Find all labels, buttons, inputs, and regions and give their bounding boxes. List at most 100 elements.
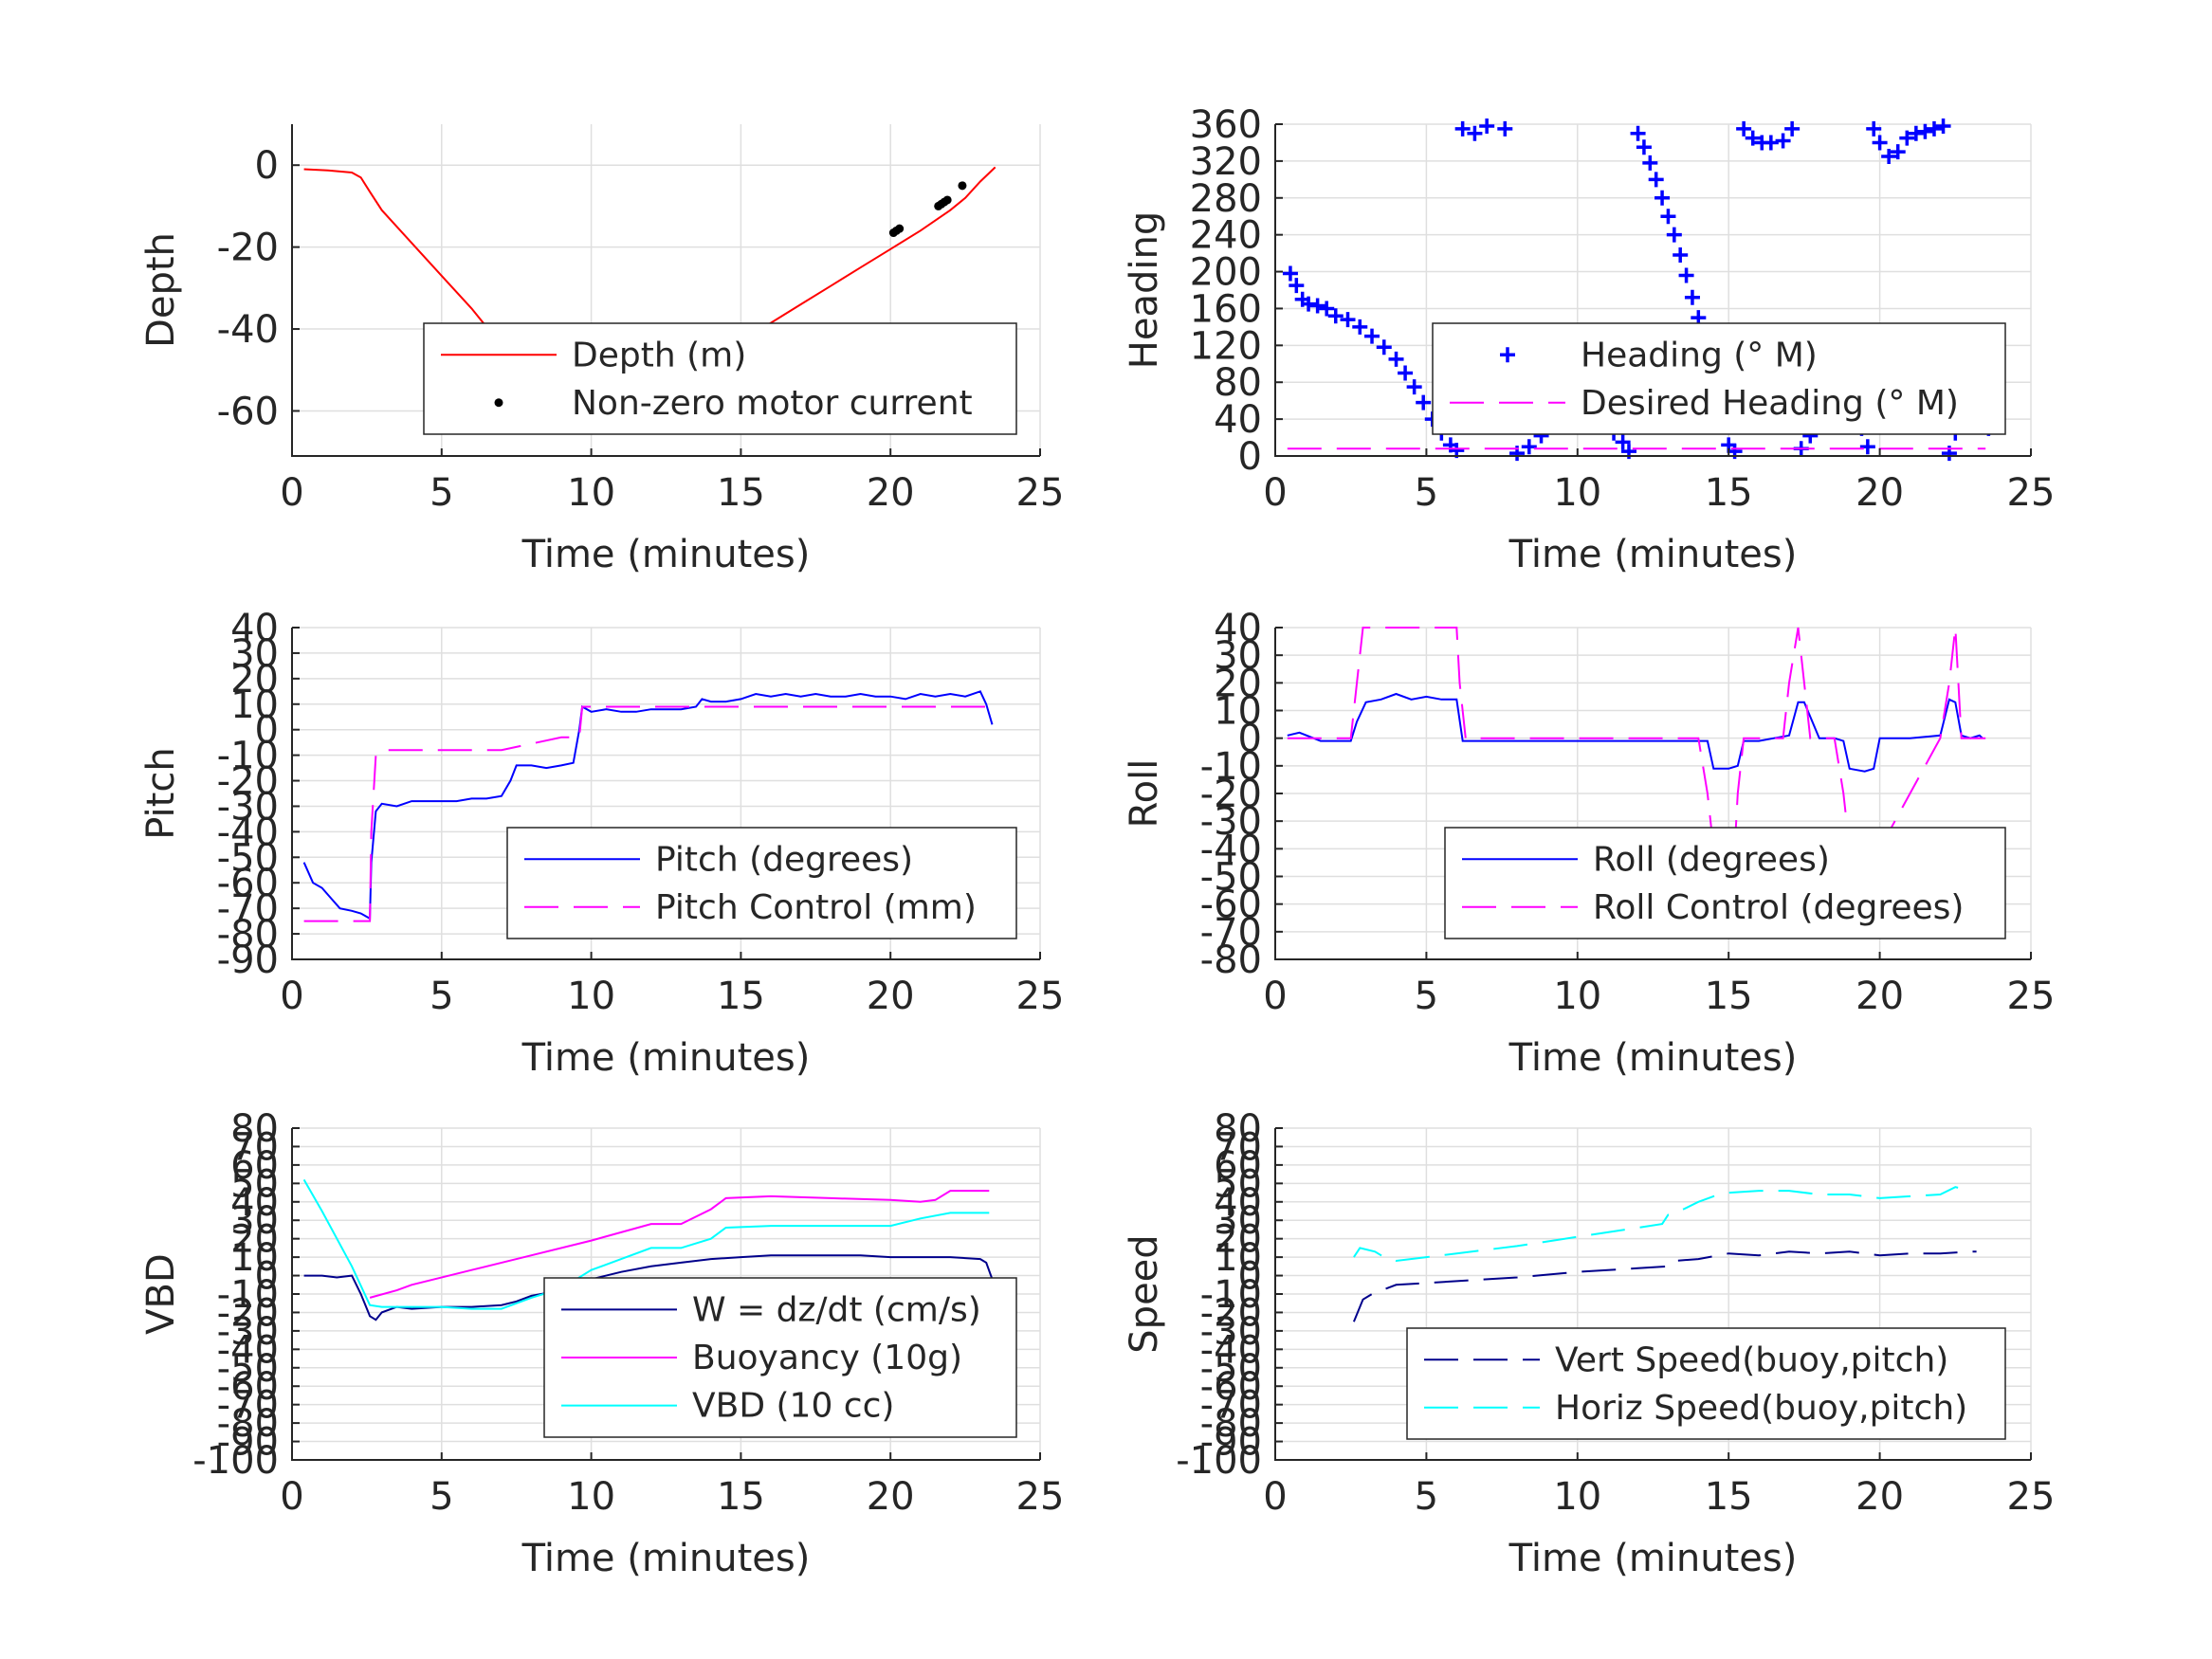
y-tick-label: 10 <box>230 684 279 727</box>
y-tick-label: -80 <box>217 913 279 957</box>
x-axis-label: Time (minutes) <box>1508 1036 1798 1080</box>
x-tick-label: 15 <box>1705 975 1753 1018</box>
y-tick-label: -90 <box>217 939 279 982</box>
y-tick-label: -20 <box>217 760 279 804</box>
y-tick-label: 0 <box>1238 435 1262 479</box>
data-point <box>1521 439 1537 455</box>
data-point <box>1859 439 1875 455</box>
y-tick-label: -50 <box>1200 1347 1262 1391</box>
y-tick-label: 10 <box>1214 690 1262 734</box>
x-tick-label: 25 <box>1016 471 1065 515</box>
y-tick-label: -60 <box>217 390 279 433</box>
y-tick-label: -60 <box>1200 884 1262 927</box>
y-tick-label: -60 <box>1200 1365 1262 1409</box>
data-point <box>1630 125 1646 141</box>
legend-label: Pitch Control (mm) <box>655 888 977 927</box>
series-line-2 <box>1353 1186 1971 1263</box>
data-point <box>1289 278 1305 294</box>
data-point <box>1497 120 1513 137</box>
x-tick-label: 20 <box>1856 975 1904 1018</box>
data-point <box>1648 172 1664 188</box>
x-tick-label: 0 <box>1263 471 1287 515</box>
chart-4: 0 5 10 15 20 25403020100-10-20-30-40-50-60-70… <box>1123 607 2055 1080</box>
chart-5: 0 5 10 15 20 2580706050403020100-10-20-30-40-… <box>139 1107 1064 1580</box>
series-layer <box>302 690 994 922</box>
x-axis-label: Time (minutes) <box>1508 1537 1798 1580</box>
y-axis-label: VBD <box>139 1253 183 1335</box>
y-tick-label: -20 <box>217 1291 279 1335</box>
chart-3: 0 5 10 15 20 25403020100-10-20-30-40-50-60-70… <box>139 607 1064 1080</box>
y-tick-label: 280 <box>1190 177 1262 221</box>
y-tick-label: -70 <box>1200 911 1262 955</box>
data-point <box>1319 301 1335 317</box>
series-line-2 <box>369 1190 990 1299</box>
series-layer <box>1287 627 1986 850</box>
y-tick-label: -30 <box>217 1310 279 1354</box>
legend: Roll (degrees) Roll Control (degrees) <box>1444 827 2006 939</box>
legend-label: Desired Heading (° M) <box>1581 384 1959 423</box>
y-tick-label: 120 <box>1190 324 1262 368</box>
x-tick-label: 5 <box>430 975 453 1018</box>
data-point <box>1282 265 1298 282</box>
data-point <box>1673 247 1689 264</box>
data-point <box>1890 144 1906 160</box>
y-tick-label: 50 <box>230 1162 279 1206</box>
y-tick-label: -40 <box>217 1328 279 1372</box>
y-tick-label: -80 <box>217 1402 279 1446</box>
x-tick-label: 10 <box>567 1475 615 1519</box>
legend-swatch <box>1500 347 1515 363</box>
y-tick-label: 40 <box>1214 607 1262 650</box>
series-line-3 <box>302 1178 990 1310</box>
data-point <box>1872 135 1888 151</box>
y-tick-label: -30 <box>1200 800 1262 844</box>
y-tick-label: 200 <box>1190 251 1262 295</box>
legend: Vert Speed(buoy,pitch) Horiz Speed(buoy,p… <box>1406 1327 2006 1440</box>
data-point <box>1479 118 1495 134</box>
data-point <box>1736 120 1752 137</box>
data-point <box>1467 125 1483 141</box>
data-point <box>1666 227 1682 243</box>
legend-box <box>423 322 1017 435</box>
y-tick-label: -60 <box>217 1365 279 1409</box>
chart-6: 0 5 10 15 20 2580706050403020100-10-20-30-40-… <box>1123 1107 2055 1580</box>
series-layer <box>1352 1186 1977 1322</box>
legend-swatch <box>494 398 503 408</box>
y-tick-label: 60 <box>1214 1144 1262 1188</box>
y-tick-label: 80 <box>1214 1107 1262 1151</box>
legend-label: Heading (° M) <box>1581 336 1818 374</box>
data-point <box>1398 365 1414 381</box>
data-point <box>942 195 952 205</box>
legend-label: Roll Control (degrees) <box>1593 888 1964 927</box>
x-tick-label: 10 <box>1553 975 1601 1018</box>
data-point <box>1416 394 1432 410</box>
y-tick-label: -80 <box>1200 939 1262 982</box>
x-tick-label: 10 <box>567 471 615 515</box>
legend-label: Pitch (degrees) <box>655 840 913 879</box>
data-point <box>1660 209 1676 225</box>
data-point <box>1908 125 1924 141</box>
data-point <box>1763 135 1779 151</box>
y-tick-label: -30 <box>1200 1310 1262 1354</box>
y-tick-label: 70 <box>1214 1125 1262 1169</box>
y-tick-label: -70 <box>217 1384 279 1428</box>
data-point <box>1454 120 1471 137</box>
y-tick-label: 0 <box>255 144 279 188</box>
x-tick-label: 5 <box>430 1475 453 1519</box>
legend: Heading (° M) Desired Heading (° M) <box>1432 322 2006 435</box>
y-tick-label: -80 <box>1200 1402 1262 1446</box>
data-point <box>1309 298 1325 314</box>
data-point <box>1301 296 1317 312</box>
y-tick-label: -50 <box>217 836 279 880</box>
data-point <box>1678 267 1694 283</box>
y-axis-label: Speed <box>1123 1234 1166 1353</box>
y-tick-label: 50 <box>1214 1162 1262 1206</box>
y-tick-label: -100 <box>1176 1439 1262 1483</box>
x-tick-label: 25 <box>2007 471 2056 515</box>
x-tick-label: 20 <box>867 1475 915 1519</box>
y-tick-label: 240 <box>1190 214 1262 258</box>
y-tick-label: 20 <box>230 658 279 702</box>
series-line-2 <box>303 705 990 922</box>
data-point <box>1935 118 1951 134</box>
x-tick-label: 15 <box>717 1475 765 1519</box>
